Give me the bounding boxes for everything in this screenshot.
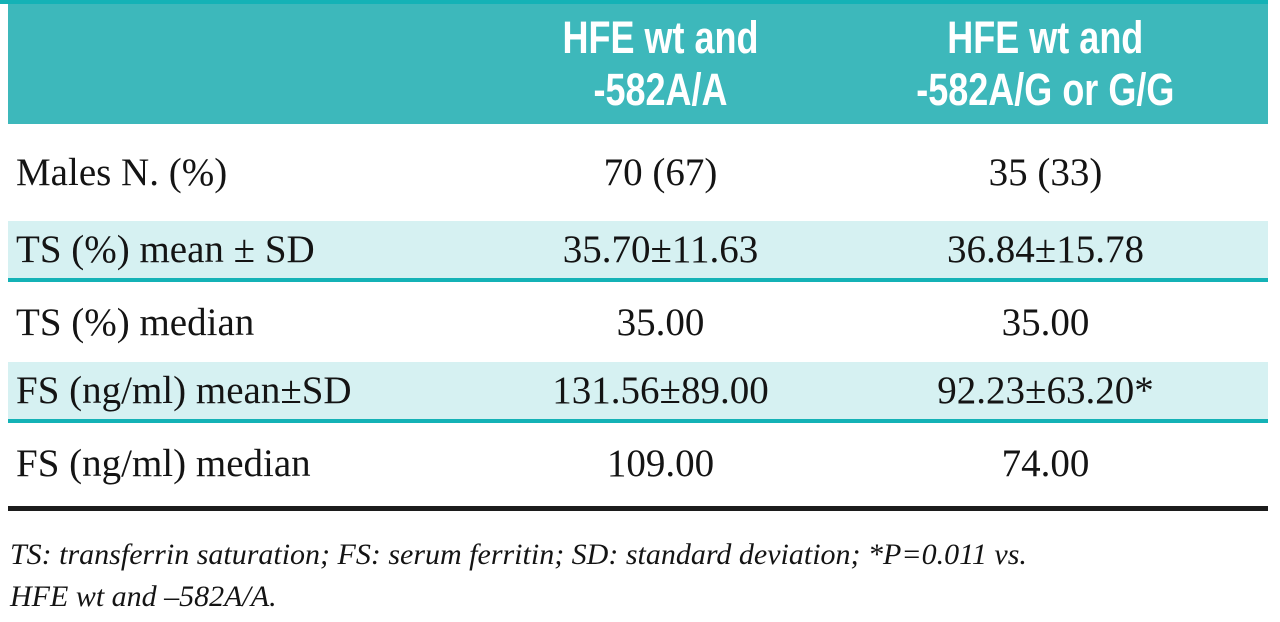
table-row-fs-mean: FS (ng/ml) mean±SD 131.56±89.00 92.23±63… [8, 362, 1268, 423]
header-cell-hfe-wt-582ag-gg: HFE wt and -582A/G or G/G [873, 4, 1268, 124]
table-header-row: HFE wt and -582A/A HFE wt and -582A/G or… [8, 4, 1268, 124]
row-label: TS (%) median [16, 300, 255, 344]
cell-value: 109.00 [606, 441, 715, 485]
header-cell-empty [8, 4, 448, 124]
cell-value: 70 (67) [603, 151, 718, 194]
table-row-males: Males N. (%) 70 (67) 35 (33) [8, 124, 1268, 221]
row-label: TS (%) mean ± SD [16, 228, 315, 271]
cell-value: 36.84±15.78 [947, 228, 1144, 271]
table-row-ts-mean: TS (%) mean ± SD 35.70±11.63 36.84±15.78 [8, 221, 1268, 282]
cell-value: 35.00 [616, 300, 705, 344]
row-label: FS (ng/ml) mean±SD [16, 369, 352, 412]
cell-value: 131.56±89.00 [552, 369, 769, 412]
table-row-fs-median: FS (ng/ml) median 109.00 74.00 [8, 423, 1268, 503]
header-label-hfe-wt-582aa: HFE wt and -582A/A [562, 11, 759, 115]
table-row-ts-median: TS (%) median 35.00 35.00 [8, 282, 1268, 362]
header-label-hfe-wt-582ag-gg: HFE wt and -582A/G or G/G [916, 11, 1175, 115]
footnote-divider-rule [8, 506, 1268, 511]
top-rule [0, 0, 1268, 4]
row-label: Males N. (%) [16, 151, 228, 194]
genotype-table: HFE wt and -582A/A HFE wt and -582A/G or… [8, 4, 1268, 503]
cell-value: 74.00 [1001, 441, 1090, 485]
cell-value: 35.70±11.63 [562, 228, 759, 271]
row-label: FS (ng/ml) median [16, 441, 311, 485]
footnote: TS: transferrin saturation; FS: serum fe… [10, 538, 1027, 613]
cell-value: 35 (33) [988, 151, 1103, 194]
cell-value: 35.00 [1001, 300, 1090, 344]
cell-value: 92.23±63.20* [937, 369, 1154, 412]
header-cell-hfe-wt-582aa: HFE wt and -582A/A [448, 4, 873, 124]
